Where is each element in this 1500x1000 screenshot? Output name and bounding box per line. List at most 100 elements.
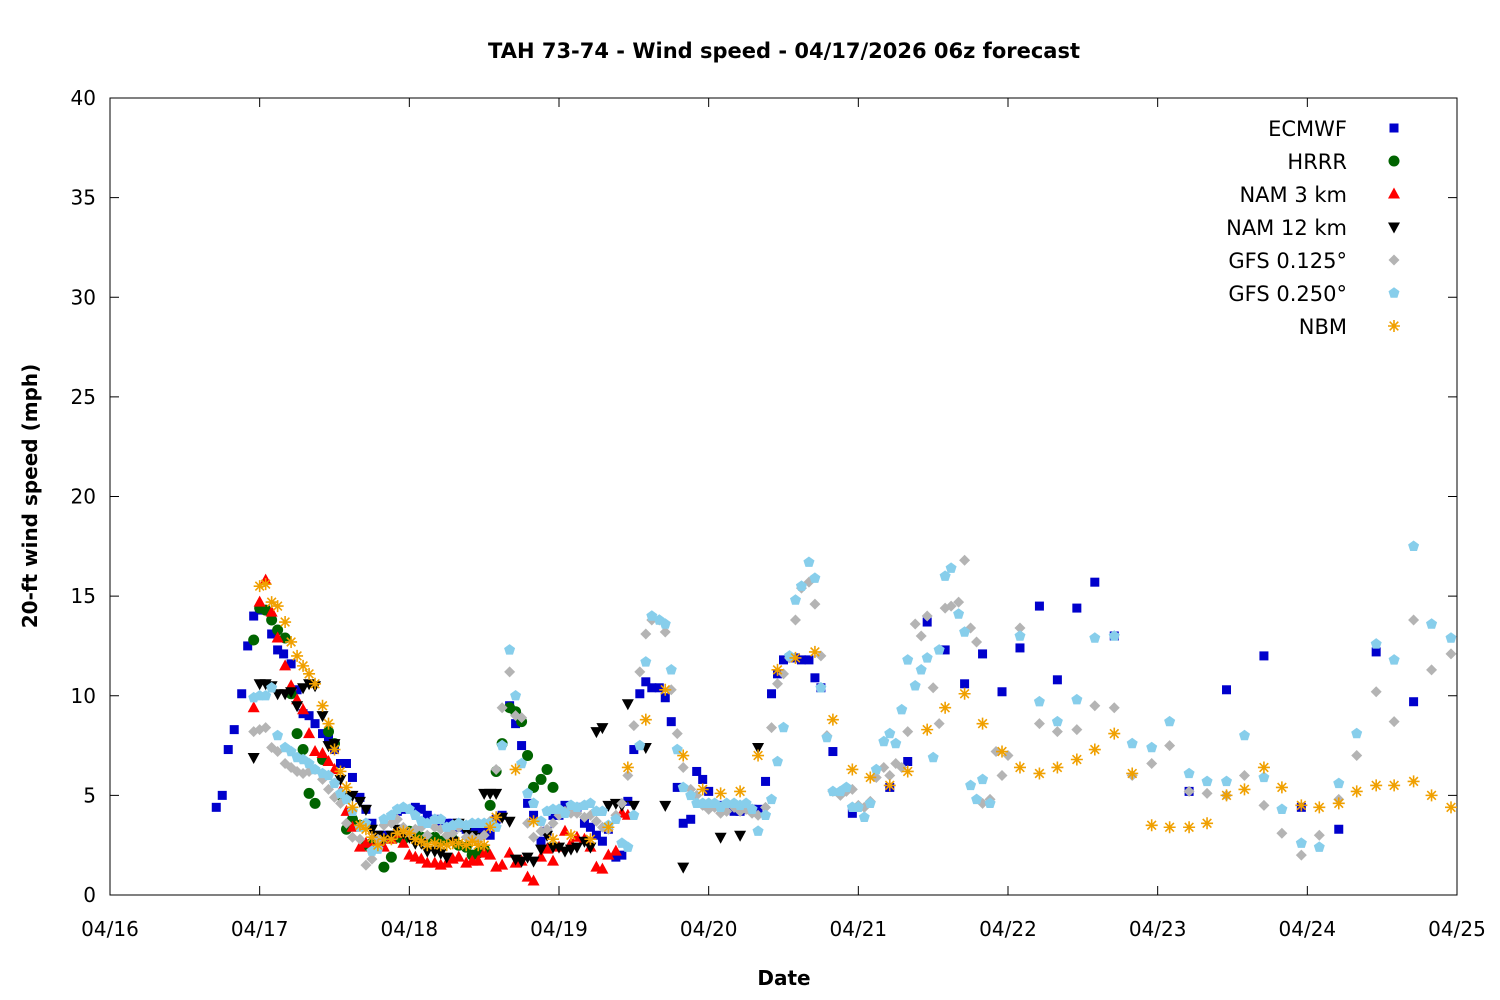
data-point (996, 769, 1008, 781)
data-point (452, 837, 465, 850)
data-point (1183, 821, 1196, 834)
data-point (272, 746, 284, 758)
data-point (704, 786, 714, 796)
data-point (479, 824, 489, 834)
data-point (1408, 614, 1420, 626)
data-point (1014, 622, 1026, 634)
x-tick-label: 04/24 (1279, 917, 1337, 941)
data-point (1071, 724, 1083, 736)
data-point (421, 817, 433, 828)
data-point (353, 840, 366, 852)
data-point (328, 743, 341, 756)
data-point (596, 862, 609, 874)
data-point (359, 804, 372, 816)
data-point (815, 682, 827, 693)
data-point (1033, 695, 1045, 707)
data-point (346, 801, 359, 814)
data-point (1070, 753, 1083, 766)
data-point (809, 598, 821, 610)
data-point (1014, 630, 1026, 641)
data-point (641, 677, 651, 687)
data-point (260, 722, 272, 734)
data-point (397, 836, 410, 848)
data-point (640, 656, 652, 667)
data-point (527, 856, 540, 868)
data-point (367, 818, 377, 828)
data-point (1371, 647, 1381, 657)
data-point (340, 817, 352, 829)
data-point (659, 800, 672, 812)
data-point (435, 813, 447, 824)
data-point (397, 825, 410, 838)
data-point (1295, 799, 1308, 812)
data-point (884, 727, 896, 739)
data-point (247, 753, 260, 765)
legend-item: ECMWF (1268, 117, 1399, 141)
data-point (635, 689, 645, 699)
data-point (809, 572, 821, 583)
data-point (403, 827, 416, 840)
data-point (334, 774, 347, 786)
data-point (984, 797, 996, 808)
data-point (460, 831, 472, 843)
data-point (666, 717, 676, 727)
data-point (272, 624, 284, 636)
data-point (752, 749, 765, 762)
data-point (422, 810, 432, 820)
x-tick-label: 04/23 (1129, 917, 1187, 941)
data-point (621, 699, 634, 711)
data-point (541, 823, 553, 835)
data-point (527, 815, 540, 828)
data-point (259, 578, 272, 591)
data-point (1388, 654, 1400, 665)
data-point (639, 713, 652, 726)
data-point (634, 666, 646, 678)
data-point (248, 634, 260, 646)
data-point (522, 787, 534, 799)
data-point (340, 823, 352, 835)
data-point (279, 616, 292, 629)
x-tick-label: 04/17 (231, 917, 289, 941)
data-point (1259, 651, 1269, 661)
series-nam-3-km (247, 573, 634, 886)
data-point (535, 773, 547, 785)
data-point (611, 852, 621, 862)
data-point (1164, 715, 1176, 727)
data-point (303, 757, 315, 769)
data-point (496, 702, 508, 714)
data-point (698, 774, 708, 784)
data-point (852, 801, 864, 812)
data-point (285, 745, 297, 757)
data-point (310, 719, 320, 729)
data-point (515, 856, 528, 868)
data-point (734, 785, 747, 798)
data-point (778, 668, 789, 680)
data-point (353, 796, 366, 808)
data-point (945, 600, 957, 612)
data-point (1238, 783, 1251, 796)
data-point (237, 689, 247, 699)
data-point (570, 842, 583, 854)
data-point (303, 667, 316, 680)
data-point (953, 596, 965, 608)
data-point (677, 862, 690, 874)
data-point (378, 861, 390, 873)
data-point (659, 618, 671, 629)
legend-label: GFS 0.250° (1228, 282, 1347, 306)
data-point (366, 853, 378, 865)
data-point (1013, 761, 1026, 774)
data-point (971, 636, 983, 648)
data-point (316, 711, 329, 723)
data-point (1238, 769, 1250, 781)
data-point (547, 854, 560, 866)
data-point (584, 833, 597, 846)
data-point (318, 729, 328, 739)
data-point (1334, 824, 1344, 834)
data-point (622, 769, 634, 781)
data-point (584, 797, 596, 808)
data-point (564, 829, 577, 842)
data-point (997, 687, 1007, 697)
data-point (959, 554, 971, 566)
legend-label: HRRR (1287, 150, 1347, 174)
data-point (927, 751, 939, 763)
